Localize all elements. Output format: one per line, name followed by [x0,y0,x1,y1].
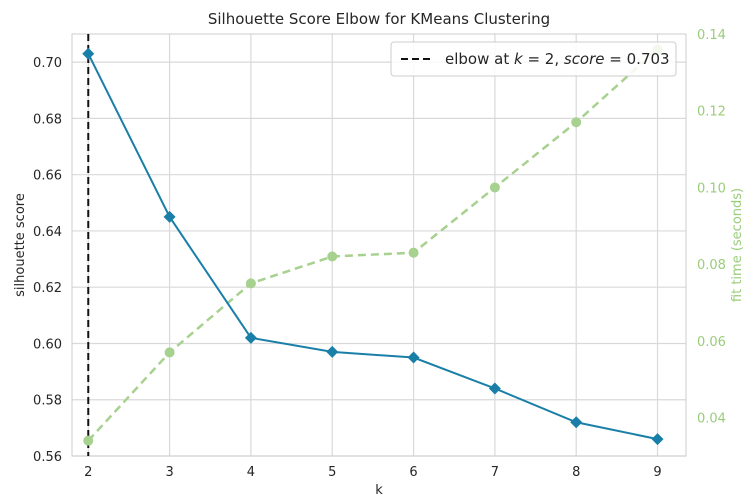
y-tick-label: 0.56 [33,450,62,465]
y2-axis-label: fit time (seconds) [730,188,745,302]
x-tick-label: 9 [653,465,661,480]
legend-score-symbol: score [564,50,605,68]
y-tick-label: 0.62 [33,281,62,296]
fit-time-point [408,247,419,258]
legend-eq1: = 2, [527,50,563,68]
legend-prefix: elbow at [445,50,514,68]
legend-k-symbol: k [514,50,524,68]
x-tick-label: 7 [491,465,499,480]
y2-tick-label: 0.08 [697,258,726,273]
y-tick-label: 0.66 [33,169,62,184]
score-point [82,47,95,60]
y2-tick-label: 0.14 [697,28,726,43]
x-tick-label: 8 [572,465,580,480]
legend: elbow at k = 2, score = 0.703 [390,41,677,77]
x-tick-label: 6 [409,465,417,480]
score-point [570,416,583,429]
fit-time-line [87,48,659,442]
plot-frame [71,33,687,457]
y-axis-label: silhouette score [13,193,28,297]
y-tick-label: 0.68 [33,112,62,127]
fit-time-point [83,435,94,446]
y-tick-label: 0.64 [33,225,62,240]
grid [72,34,686,457]
y-tick-label: 0.58 [33,394,62,409]
y2-tick-label: 0.10 [697,181,726,196]
x-tick-labels: 2 3 4 5 6 7 8 9 [84,465,662,480]
score-line [87,53,658,441]
series-silhouette-score [82,47,664,446]
x-tick-label: 4 [247,465,255,480]
fit-time-point [327,251,338,262]
legend-label: elbow at k = 2, score = 0.703 [445,50,670,68]
legend-box [390,41,677,77]
y2-tick-label: 0.12 [697,105,726,120]
fit-time-point [489,182,500,193]
x-tick-label: 2 [84,465,92,480]
fit-time-point [245,278,256,289]
chart-title: Silhouette Score Elbow for KMeans Cluste… [208,10,550,28]
score-point [163,210,176,223]
y2-tick-label: 0.04 [697,412,726,427]
y-tick-label: 0.60 [33,337,62,352]
y-tick-label: 0.70 [33,56,62,71]
y2-tick-label: 0.06 [697,335,726,350]
x-tick-label: 5 [328,465,336,480]
score-point [488,382,501,395]
x-axis-label: k [375,483,383,498]
score-point [326,345,339,358]
score-point [651,433,664,446]
y2-tick-labels: 0.04 0.06 0.08 0.10 0.12 0.14 [697,28,726,427]
score-point [244,331,257,344]
x-tick-label: 3 [165,465,173,480]
y-tick-labels: 0.56 0.58 0.60 0.62 0.64 0.66 0.68 0.70 [33,56,62,465]
score-point [407,351,420,364]
legend-eq2: = 0.703 [609,50,669,68]
fit-time-point [571,117,582,128]
fit-time-point [164,347,175,358]
